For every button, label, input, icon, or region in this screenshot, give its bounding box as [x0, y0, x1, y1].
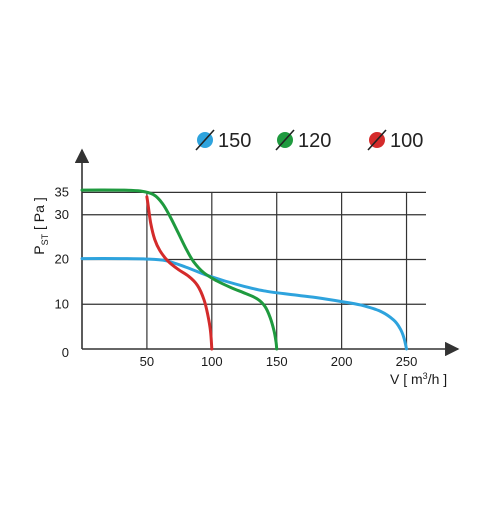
y-tick-label-35: 35 — [55, 184, 69, 199]
y-tick-label-0: 0 — [62, 345, 69, 360]
series-line-120 — [80, 188, 279, 351]
y-tick-label-30: 30 — [55, 207, 69, 222]
grid — [82, 191, 426, 349]
x-tick-label-250: 250 — [396, 354, 418, 369]
legend-item-100: 100 — [367, 129, 423, 152]
legend-label-150: 150 — [218, 130, 251, 152]
series-group — [80, 188, 408, 351]
x-tick-label-150: 150 — [266, 354, 288, 369]
tick-labels: 50 100 150 200 250 0 10 20 30 35 — [55, 184, 418, 369]
diameter-icon-120 — [275, 129, 295, 151]
x-tick-label-50: 50 — [140, 354, 154, 369]
legend-item-120: 120 — [275, 129, 331, 152]
axes — [74, 148, 460, 357]
series-line-150 — [80, 257, 408, 351]
legend-label-100: 100 — [390, 130, 423, 152]
y-tick-label-20: 20 — [55, 252, 69, 267]
x-axis-title: V [ m3/h ] — [390, 371, 447, 387]
x-tick-label-100: 100 — [201, 354, 223, 369]
series-line-100 — [145, 195, 214, 351]
diameter-icon-150 — [195, 129, 215, 151]
axis-titles: PST [ Pa ] V [ m3/h ] — [31, 197, 447, 387]
y-tick-label-10: 10 — [55, 296, 69, 311]
legend: 150 120 100 — [195, 129, 423, 152]
legend-label-120: 120 — [298, 130, 331, 152]
legend-item-150: 150 — [195, 129, 251, 152]
diameter-icon-100 — [367, 129, 387, 151]
x-tick-label-200: 200 — [331, 354, 353, 369]
y-axis-title: PST [ Pa ] — [31, 197, 50, 254]
